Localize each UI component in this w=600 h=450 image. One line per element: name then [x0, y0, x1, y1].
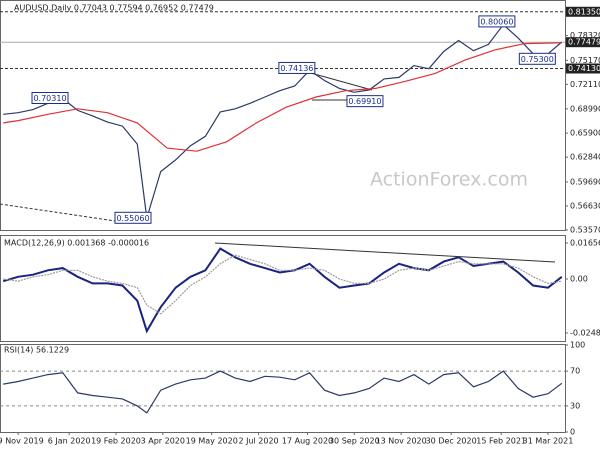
- x-tick-label: 19 May 2020: [186, 437, 238, 446]
- macd-panel: [0, 235, 566, 342]
- x-tick-label: 15 Feb 2021: [476, 437, 526, 446]
- price-panel: [0, 0, 566, 231]
- annotation: 0.75300: [518, 52, 556, 65]
- annotation-label: 0.75300: [521, 55, 554, 64]
- last-price-label: 0.77479: [568, 38, 600, 47]
- y-tick-label: 30: [570, 401, 580, 410]
- annotation-label: 0.80060: [480, 17, 513, 26]
- rsi-panel: [0, 344, 566, 433]
- y-tick-label: 0.72110: [570, 80, 600, 89]
- annotation-box: [278, 61, 316, 74]
- trend-line: [0, 203, 123, 223]
- x-tick-label: 6 Jan 2020: [48, 437, 91, 446]
- level-box: [566, 6, 600, 17]
- annotation: 0.70310: [31, 92, 69, 105]
- y-tick-label: 0.59690: [570, 177, 600, 186]
- series-line: [3, 370, 563, 414]
- annotation-label: 0.70310: [33, 94, 66, 103]
- x-tick-label: 13 Nov 2020: [376, 437, 427, 446]
- y-tick-label: 0.78320: [570, 31, 600, 40]
- annotation-box: [518, 52, 556, 65]
- x-tick-label: 19 Feb 2020: [91, 437, 141, 446]
- y-tick-label: 0.00: [570, 275, 588, 284]
- panel-title: RSI(14) 56.1229: [4, 346, 69, 355]
- series-line: [3, 254, 562, 315]
- series-line: [3, 42, 562, 152]
- annotation-box: [114, 211, 152, 224]
- panel-title: MACD(12,26,9) 0.001368 -0.000016: [4, 239, 149, 248]
- last-price-box: [566, 37, 600, 48]
- y-tick-label: 0.016567: [570, 239, 600, 248]
- x-tick-label: 30 Dec 2020: [426, 437, 477, 446]
- annotation: 0.80060: [478, 15, 516, 28]
- y-tick-label: 0.53570: [570, 226, 600, 235]
- annotation: 0.69910: [346, 95, 384, 108]
- x-tick-label: 2 Jul 2020: [238, 437, 278, 446]
- y-tick-label: 0.75170: [570, 56, 600, 65]
- x-tick-label: 30 Sep 2020: [329, 437, 380, 446]
- level-label: 0.74130: [568, 64, 600, 73]
- annotation: 0.74136: [278, 61, 316, 74]
- chart-title: AUDUSD,Daily 0.77043 0.77594 0.76952 0.7…: [14, 4, 214, 13]
- x-tick-label: 31 Mar 2021: [523, 437, 574, 446]
- y-tick-label: 100: [570, 341, 585, 350]
- annotation-box: [346, 95, 384, 108]
- y-tick-label: -0.02484: [570, 328, 600, 337]
- y-tick-label: 0.65900: [570, 129, 600, 138]
- annotation-label: 0.55060: [116, 214, 149, 223]
- y-tick-label: 70: [570, 367, 580, 376]
- watermark: ActionForex.com: [370, 169, 528, 191]
- level-label: 0.81350: [568, 7, 600, 16]
- trend-line: [214, 242, 556, 263]
- annotation-box: [478, 15, 516, 28]
- x-tick-label: 3 Apr 2020: [141, 437, 185, 446]
- annotation: 0.55060: [114, 211, 152, 224]
- annotation-label: 0.69910: [348, 97, 381, 106]
- x-tick-label: 17 Aug 2020: [282, 437, 333, 446]
- annotation-label: 0.74136: [280, 64, 313, 73]
- y-tick-label: 0.62840: [570, 153, 600, 162]
- y-tick-label: 0: [570, 428, 575, 437]
- y-tick-label: 0.56630: [570, 201, 600, 210]
- series-line: [3, 23, 563, 219]
- level-box: [566, 63, 600, 74]
- annotation-box: [31, 92, 69, 105]
- y-tick-label: 0.68990: [570, 104, 600, 113]
- x-tick-label: 19 Nov 2019: [0, 437, 44, 446]
